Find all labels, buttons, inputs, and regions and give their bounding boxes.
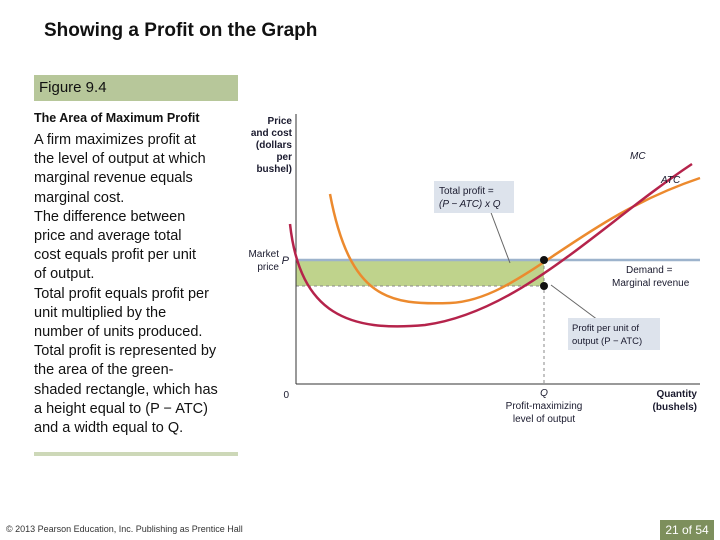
body-line: Total profit is represented by xyxy=(34,343,217,360)
slide-title: Showing a Profit on the Graph xyxy=(44,20,318,41)
body-line: The difference between xyxy=(34,208,186,225)
mc-label: MC xyxy=(630,151,646,162)
demand-label-line: Marginal revenue xyxy=(612,278,690,289)
body-text: A firm maximizes profit at the level of … xyxy=(34,131,244,438)
total-profit-callout-line: (P − ATC) x Q xyxy=(439,199,501,210)
body-line: A firm maximizes profit at xyxy=(34,132,196,148)
mr-mc-intersection-point xyxy=(540,256,548,264)
profit-per-unit-callout-box xyxy=(568,318,660,350)
demand-label-line: Demand = xyxy=(626,265,673,276)
body-line: unit multiplied by the xyxy=(34,304,167,321)
origin-label: 0 xyxy=(283,390,289,401)
market-price-label-line: Market xyxy=(248,249,279,260)
body-line: number of units produced. xyxy=(34,324,203,341)
quantity-caption-line: level of output xyxy=(513,414,575,425)
y-axis-label-line: and cost xyxy=(251,128,293,139)
body-line: a height equal to (P − ATC) xyxy=(34,400,208,417)
quantity-tick-label: Q xyxy=(540,388,548,399)
x-axis-label-line: Quantity xyxy=(656,389,697,400)
quantity-caption-line: Profit-maximizing xyxy=(506,401,583,412)
total-profit-callout-box xyxy=(434,181,514,213)
mc-curve xyxy=(288,162,693,328)
y-axis-label-line: per xyxy=(276,152,292,163)
body-line: Total profit equals profit per xyxy=(34,285,209,302)
market-price-label-line: price xyxy=(257,262,279,273)
y-axis-label-line: Price xyxy=(268,116,293,127)
total-profit-leader-line xyxy=(489,209,511,264)
body-line: price and average total xyxy=(34,228,182,245)
profit-per-unit-leader-line xyxy=(550,284,603,324)
atc-label: ATC xyxy=(660,175,681,186)
profit-per-unit-callout-line: output (P − ATC) xyxy=(572,336,642,347)
profit-per-unit-callout-line: Profit per unit of xyxy=(572,323,639,334)
figure-subtitle: The Area of Maximum Profit xyxy=(34,111,200,125)
body-line: and a width equal to Q. xyxy=(34,420,184,437)
y-axis-label-line: (dollars xyxy=(256,140,293,151)
copyright-text: © 2013 Pearson Education, Inc. Publishin… xyxy=(6,524,243,534)
profit-area xyxy=(296,260,544,286)
total-profit-callout-line: Total profit = xyxy=(439,186,494,197)
x-axis-label-line: (bushels) xyxy=(653,402,697,413)
y-axis-label-line: bushel) xyxy=(256,164,292,175)
body-line: of output. xyxy=(34,266,95,283)
body-line: the level of output at which xyxy=(34,151,206,168)
figure-label: Figure 9.4 xyxy=(34,75,238,101)
atc-point xyxy=(540,282,548,290)
body-line: shaded rectangle, which has xyxy=(34,381,218,398)
body-line: marginal revenue equals xyxy=(34,170,193,187)
body-line: the area of the green- xyxy=(34,362,174,379)
bottom-divider xyxy=(34,452,238,456)
price-tick-label: P xyxy=(282,255,290,267)
page-indicator: 21 of 54 xyxy=(660,520,714,540)
body-line: marginal cost. xyxy=(34,189,125,206)
body-line: cost equals profit per unit xyxy=(34,247,197,264)
atc-curve xyxy=(328,176,701,305)
